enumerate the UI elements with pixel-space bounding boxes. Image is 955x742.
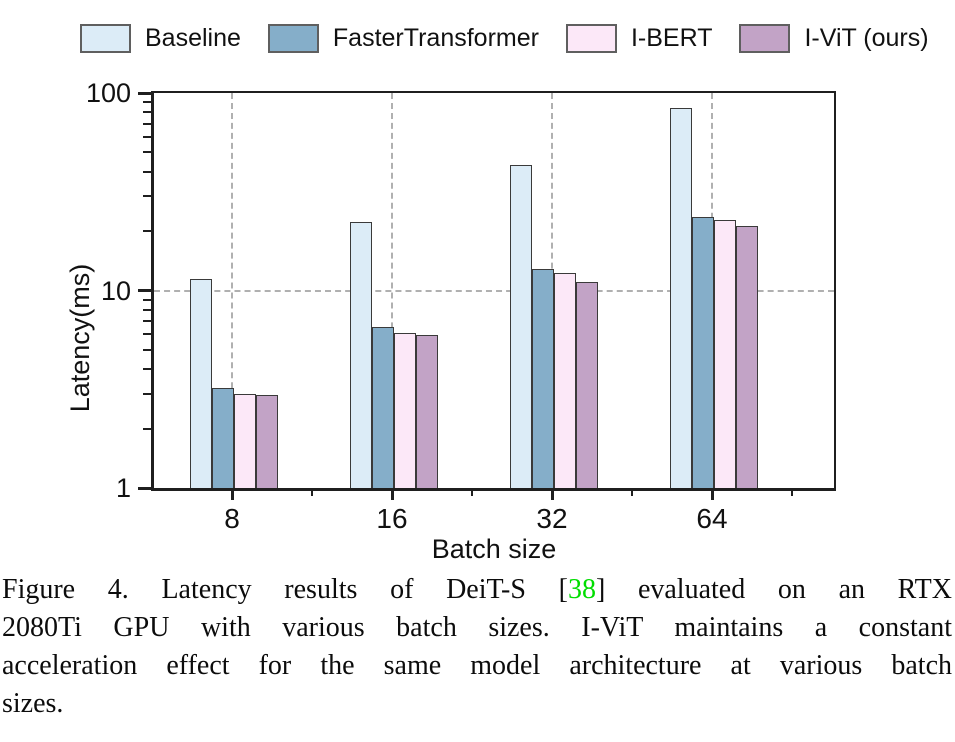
bar-I-BERT-batch-64	[714, 220, 736, 488]
y-minor-tick	[143, 320, 151, 323]
x-tick-label-64: 64	[696, 503, 728, 534]
legend-item-I-ViT: I-ViT (ours)	[739, 24, 929, 53]
y-minor-tick	[143, 122, 151, 125]
x-minor-tick	[791, 489, 793, 496]
legend-item-I-BERT: I-BERT	[565, 24, 713, 53]
legend-item-Baseline: Baseline	[80, 24, 241, 53]
legend-swatch-icon	[565, 24, 617, 53]
bar-I-BERT-batch-32	[554, 272, 576, 488]
y-tick-label-10: 10	[100, 275, 131, 306]
y-minor-tick	[143, 230, 151, 233]
bar-I-ViT-batch-32	[576, 282, 598, 488]
legend-label: I-BERT	[630, 24, 713, 52]
y-minor-tick	[143, 111, 151, 114]
y-tick-1	[138, 486, 151, 490]
legend-label: I-ViT (ours)	[804, 24, 929, 52]
y-minor-tick	[143, 392, 151, 395]
x-tick-32	[550, 489, 554, 500]
y-minor-tick	[143, 308, 151, 311]
legend-label: Baseline	[145, 24, 241, 52]
citation-38: 38	[567, 574, 596, 605]
bar-Baseline-batch-16	[350, 222, 372, 488]
legend-swatch-icon	[739, 24, 791, 53]
bar-Baseline-batch-64	[670, 107, 692, 488]
y-tick-label-1: 1	[115, 473, 131, 503]
caption-line-1: Figure 4. Latency results of DeiT-S [38]…	[2, 571, 952, 609]
caption-text: ] evaluated on an RTX	[595, 574, 952, 605]
bar-I-ViT-batch-16	[416, 335, 438, 488]
x-tick-16	[390, 489, 394, 500]
legend-label: FasterTransformer	[332, 24, 539, 52]
bar-FasterTransformer-batch-64	[692, 217, 714, 488]
caption-text: Figure 4. Latency results of DeiT-S [	[2, 574, 568, 605]
chart-legend: Baseline FasterTransformer I-BERT I-ViT (ou…	[80, 24, 929, 53]
y-minor-tick	[143, 298, 151, 301]
bar-I-BERT-batch-8	[234, 393, 256, 488]
x-tick-8	[230, 489, 234, 500]
bar-FasterTransformer-batch-8	[212, 388, 234, 488]
legend-swatch-icon	[80, 24, 131, 53]
y-minor-tick	[143, 151, 151, 154]
y-minor-tick	[143, 170, 151, 173]
y-tick-label-100: 100	[85, 78, 131, 108]
gridline-y-10	[154, 289, 834, 292]
x-tick-label-16: 16	[376, 503, 408, 534]
x-minor-tick	[631, 489, 633, 496]
x-minor-tick	[311, 489, 313, 496]
caption-line-2: 2080Ti GPU with various batch sizes. I-V…	[2, 612, 952, 643]
y-minor-tick	[143, 348, 151, 351]
y-minor-tick	[143, 135, 151, 138]
y-minor-tick	[143, 333, 151, 336]
x-tick-label-32: 32	[536, 503, 568, 534]
y-tick-100	[138, 91, 151, 95]
bar-Baseline-batch-8	[190, 279, 212, 488]
y-minor-tick	[143, 368, 151, 371]
x-tick-64	[710, 489, 714, 500]
legend-swatch-icon	[267, 24, 319, 53]
y-minor-tick	[143, 427, 151, 430]
plot-area: Latency(ms) Batch size 100 10 1 8 16 32 64	[65, 78, 836, 564]
bar-I-BERT-batch-16	[394, 332, 416, 488]
x-axis-title: Batch size	[431, 534, 557, 564]
x-tick-label-8: 8	[224, 503, 240, 534]
bar-Baseline-batch-32	[510, 165, 532, 488]
bar-I-ViT-batch-8	[256, 395, 278, 488]
bar-FasterTransformer-batch-16	[372, 327, 394, 488]
bar-I-ViT-batch-64	[736, 226, 758, 488]
caption-line-4: sizes.	[2, 688, 64, 719]
figure-caption: Figure 4. Latency results of DeiT-S [38]…	[2, 571, 952, 723]
y-axis-title: Latency(ms)	[65, 263, 95, 413]
y-tick-10	[138, 289, 151, 292]
x-minor-tick	[471, 489, 473, 496]
caption-line-3: acceleration effect for the same model a…	[2, 650, 952, 681]
legend-item-FasterTransformer: FasterTransformer	[267, 24, 539, 53]
y-minor-tick	[143, 101, 151, 104]
bar-FasterTransformer-batch-32	[532, 268, 554, 488]
y-minor-tick	[143, 195, 151, 198]
